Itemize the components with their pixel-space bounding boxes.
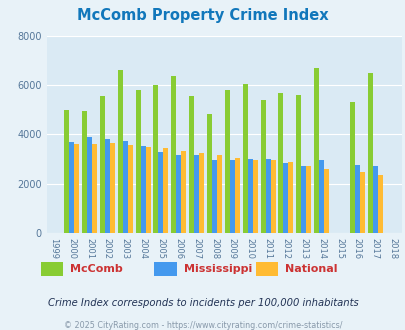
Bar [247, 159, 252, 233]
Bar [349, 102, 354, 233]
Bar [140, 146, 145, 233]
Bar [296, 95, 301, 233]
Bar [234, 158, 239, 233]
Bar [194, 155, 199, 233]
Bar [87, 137, 92, 233]
Bar [252, 160, 257, 233]
Bar [171, 76, 176, 233]
Bar [229, 160, 234, 233]
Bar [163, 148, 168, 233]
Bar [199, 153, 204, 233]
Text: McComb Property Crime Index: McComb Property Crime Index [77, 8, 328, 23]
Bar [211, 160, 216, 233]
Bar [158, 152, 163, 233]
Bar [224, 90, 229, 233]
Bar [372, 166, 377, 233]
Bar [181, 151, 186, 233]
Bar [153, 85, 158, 233]
Text: Mississippi: Mississippi [183, 264, 252, 274]
Bar [104, 139, 110, 233]
Bar [110, 143, 115, 233]
Bar [367, 73, 372, 233]
Bar [270, 160, 275, 233]
Bar [242, 84, 247, 233]
Text: © 2025 CityRating.com - https://www.cityrating.com/crime-statistics/: © 2025 CityRating.com - https://www.city… [64, 321, 341, 330]
Bar [64, 110, 69, 233]
Bar [100, 96, 104, 233]
Bar [305, 166, 311, 233]
Bar [278, 93, 283, 233]
Bar [323, 169, 328, 233]
Bar [135, 90, 140, 233]
Bar [216, 155, 222, 233]
Bar [283, 163, 288, 233]
Bar [145, 147, 150, 233]
Text: Crime Index corresponds to incidents per 100,000 inhabitants: Crime Index corresponds to incidents per… [47, 298, 358, 308]
Bar [318, 160, 323, 233]
Bar [313, 68, 318, 233]
Bar [189, 96, 194, 233]
Bar [92, 144, 97, 233]
Bar [69, 142, 74, 233]
Bar [260, 100, 265, 233]
Bar [128, 145, 132, 233]
Bar [301, 166, 305, 233]
Bar [117, 70, 122, 233]
Bar [122, 141, 128, 233]
Bar [377, 175, 382, 233]
Text: National: National [285, 264, 337, 274]
Text: McComb: McComb [70, 264, 123, 274]
Bar [82, 112, 87, 233]
Bar [288, 162, 293, 233]
Bar [354, 165, 359, 233]
Bar [265, 159, 270, 233]
Bar [207, 114, 211, 233]
Bar [176, 154, 181, 233]
Bar [359, 172, 364, 233]
Bar [74, 144, 79, 233]
